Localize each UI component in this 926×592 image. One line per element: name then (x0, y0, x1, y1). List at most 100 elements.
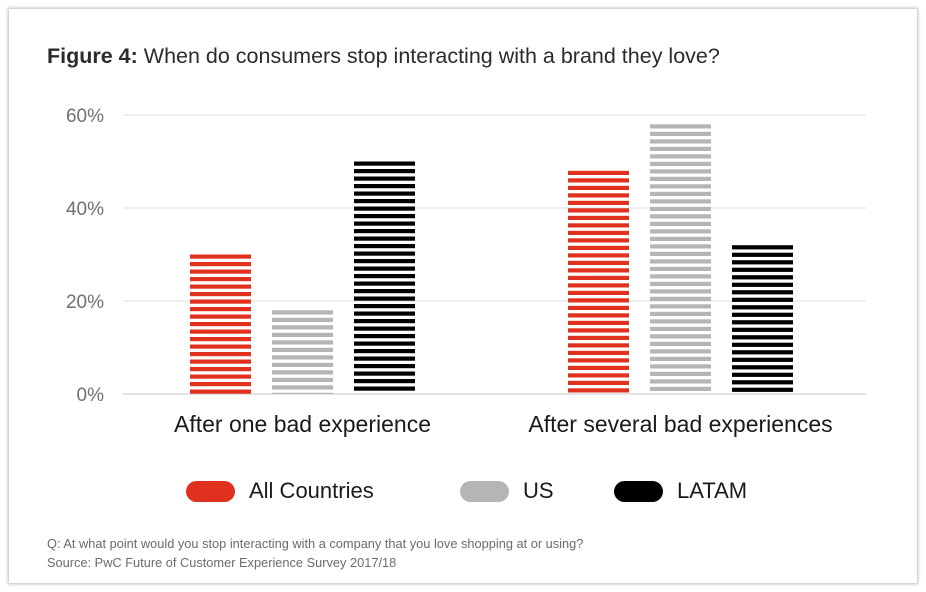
bar-stripe (190, 374, 251, 379)
bar-stripe (354, 274, 415, 279)
bar-stripe (190, 299, 251, 304)
bar-stripe (568, 298, 629, 303)
bar-stripe (650, 304, 711, 309)
bar (732, 245, 793, 392)
bar-stripe (732, 275, 793, 280)
bar-stripe (568, 283, 629, 288)
bar-stripe (354, 161, 415, 166)
bar-stripe (190, 254, 251, 259)
bar-stripe (190, 307, 251, 312)
bar-stripe (568, 275, 629, 280)
bar-stripe (650, 349, 711, 354)
bar-stripe (568, 208, 629, 213)
bar-stripe (650, 214, 711, 219)
bar-stripe (354, 169, 415, 174)
bar-stripe (354, 334, 415, 339)
bar-stripe (650, 221, 711, 226)
bar-stripe (568, 215, 629, 220)
bar-stripe (650, 161, 711, 166)
bar-stripe (568, 320, 629, 325)
bar-stripe (568, 245, 629, 250)
bar-stripe (650, 289, 711, 294)
bar-stripe (190, 337, 251, 342)
bar-stripe (650, 191, 711, 196)
bar-stripe (272, 385, 333, 390)
bar-stripe (354, 289, 415, 294)
bar-stripe (650, 206, 711, 211)
bar-stripe (568, 200, 629, 205)
bar-stripe (568, 223, 629, 228)
survey-question-note: Q: At what point would you stop interact… (47, 536, 584, 551)
y-tick-label: 0% (77, 385, 105, 406)
bar-stripe (190, 352, 251, 357)
bar-stripe (650, 131, 711, 136)
bar-stripe (732, 350, 793, 355)
source-note: Source: PwC Future of Customer Experienc… (47, 555, 397, 570)
legend-label-us: US (523, 478, 554, 503)
bar-stripe (650, 379, 711, 384)
bar-stripe (354, 319, 415, 324)
bar-stripe (568, 170, 629, 175)
bar-stripe (732, 312, 793, 317)
bar-stripe (190, 314, 251, 319)
bar-stripe (650, 244, 711, 249)
bar-stripe (568, 253, 629, 258)
bar-stripe (568, 380, 629, 385)
chart-legend: All Countries US LATAM (0, 476, 926, 506)
bar-stripe (732, 380, 793, 385)
bar-stripe (354, 356, 415, 361)
bar-stripe (354, 221, 415, 226)
bar-stripe (568, 350, 629, 355)
bar-stripe (732, 290, 793, 295)
bar (568, 170, 629, 393)
legend-label-latam: LATAM (677, 478, 748, 503)
bar-stripe (732, 267, 793, 272)
legend-swatch-all-countries (186, 480, 235, 502)
bar-stripe (650, 139, 711, 144)
bar-stripe (568, 365, 629, 370)
bar-stripe (272, 340, 333, 345)
bar-stripe (650, 184, 711, 189)
bar-stripe (354, 229, 415, 234)
bar-stripe (272, 355, 333, 360)
bar-stripe (354, 259, 415, 264)
bar-stripe (568, 373, 629, 378)
bar-stripe (650, 296, 711, 301)
y-tick-label: 40% (66, 199, 104, 220)
bar-stripe (354, 266, 415, 271)
bar-stripe (354, 349, 415, 354)
bar-stripe (732, 365, 793, 370)
bar-stripe (568, 328, 629, 333)
bar-stripe (650, 229, 711, 234)
bar-stripe (190, 329, 251, 334)
bar-stripe (650, 334, 711, 339)
bar-stripe (272, 347, 333, 352)
bar-stripe (650, 356, 711, 361)
bar-stripe (650, 236, 711, 241)
bar-stripe (732, 260, 793, 265)
bar-stripe (650, 386, 711, 391)
bar-stripe (354, 184, 415, 189)
bar (650, 124, 711, 391)
figure-number: Figure 4: (47, 44, 138, 68)
bar-stripe (568, 290, 629, 295)
bar-stripe (650, 251, 711, 256)
bar-stripe (272, 392, 333, 394)
bar-stripe (190, 344, 251, 349)
bar-stripe (650, 319, 711, 324)
chart-title: Figure 4: When do consumers stop interac… (47, 44, 720, 69)
bar-stripe (650, 371, 711, 376)
y-tick-label: 20% (66, 292, 104, 313)
bar-chart: 0% 20% 40% 60% After one bad experience After… (66, 106, 866, 437)
legend-item-us: US (460, 476, 554, 506)
bar-stripe (354, 199, 415, 204)
x-category-label: After several bad experiences (528, 411, 832, 437)
bar-stripe (650, 124, 711, 129)
bar-stripe (272, 370, 333, 375)
bar-stripe (650, 311, 711, 316)
bar-stripe (568, 178, 629, 183)
bar-stripe (190, 269, 251, 274)
bar-stripe (568, 358, 629, 363)
legend-item-latam: LATAM (614, 476, 747, 506)
bar-stripe (568, 185, 629, 190)
